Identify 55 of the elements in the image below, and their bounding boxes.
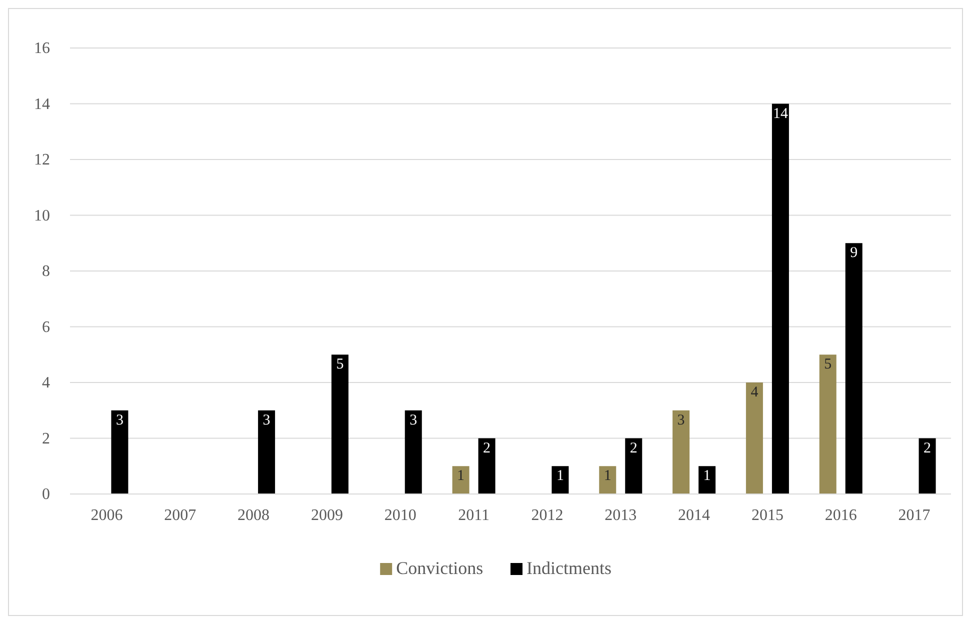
y-tick-label: 8 [42,263,50,280]
x-tick-label: 2013 [604,507,637,524]
data-label: 9 [850,245,858,262]
legend-label: Convictions [396,558,484,578]
data-label: 3 [116,412,124,428]
x-tick-label: 2016 [824,507,857,524]
bar [918,438,936,494]
data-label: 14 [772,106,788,122]
bar [478,438,496,494]
bar [258,410,276,494]
data-label: 2 [630,440,638,456]
x-tick-label: 2015 [751,507,784,524]
data-label: 3 [262,412,270,428]
data-label: 3 [677,412,685,428]
x-tick-label: 2009 [310,507,343,524]
y-tick-label: 12 [34,152,50,168]
x-tick-label: 2008 [238,507,270,524]
bar [698,466,716,494]
y-tick-label: 4 [42,374,50,392]
y-tick-label: 2 [42,430,50,448]
x-tick-label: 2010 [384,507,416,524]
data-label: 1 [457,468,465,484]
data-label: 3 [410,412,418,428]
y-tick-label: 10 [34,207,50,224]
x-tick-label: 2006 [90,507,123,524]
bar [111,410,128,494]
data-label: 2 [924,440,932,456]
bar [331,354,348,494]
bar [625,438,642,494]
data-label: 4 [750,384,759,400]
x-tick-label: 2007 [164,507,196,524]
bar [845,243,862,494]
x-tick-label: 2011 [458,507,490,524]
bar [672,410,690,494]
bar [772,104,789,494]
bar [746,382,763,494]
bar [404,410,422,494]
x-tick-label: 2014 [678,507,710,524]
data-label: 1 [556,468,564,484]
x-tick-label: 2017 [898,507,930,524]
data-label: 1 [604,468,612,484]
bar [452,466,470,494]
data-label: 2 [483,440,491,456]
y-tick-label: 0 [42,486,50,503]
y-tick-label: 16 [34,40,50,57]
x-tick-label: 2012 [531,507,564,524]
y-tick-label: 6 [42,318,50,336]
data-label: 5 [824,356,832,373]
legend-label: Indictments [526,558,612,578]
bar [552,466,569,494]
bar [599,466,616,494]
data-label: 1 [703,468,711,484]
data-label: 5 [336,356,344,373]
bar [819,354,836,494]
y-tick-label: 14 [34,96,50,113]
